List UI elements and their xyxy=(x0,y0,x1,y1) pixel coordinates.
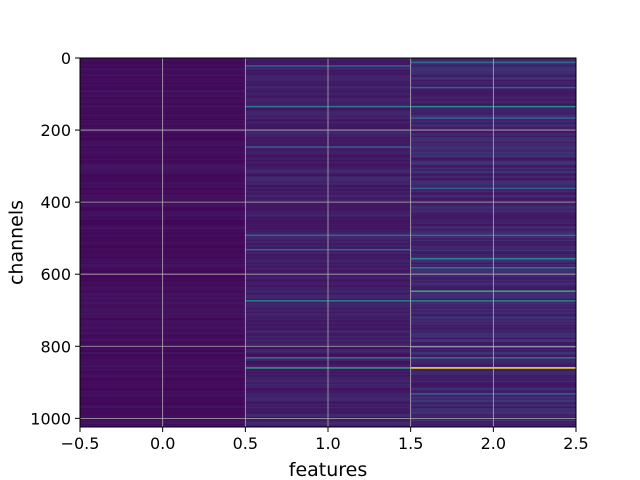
x-axis-ticks: −0.5 0.0 0.5 1.0 1.5 2.0 2.5 xyxy=(61,427,589,453)
x-tick-label: 0.5 xyxy=(233,434,258,453)
y-axis-ticks: 0 200 400 600 800 1000 xyxy=(30,49,80,428)
x-tick-label: 0.0 xyxy=(150,434,175,453)
y-tick-label: 0 xyxy=(61,49,71,68)
y-axis-label: channels xyxy=(6,200,28,285)
x-tick-label: 2.5 xyxy=(563,434,588,453)
x-tick-label: 1.0 xyxy=(315,434,340,453)
x-tick-label: 2.0 xyxy=(481,434,506,453)
y-tick-label: 1000 xyxy=(30,409,71,428)
x-axis-label: features xyxy=(289,459,368,480)
y-tick-label: 200 xyxy=(40,121,71,140)
x-tick-label: −0.5 xyxy=(61,434,100,453)
x-tick-label: 1.5 xyxy=(398,434,423,453)
y-tick-label: 400 xyxy=(40,193,71,212)
y-tick-label: 800 xyxy=(40,337,71,356)
y-tick-label: 600 xyxy=(40,265,71,284)
